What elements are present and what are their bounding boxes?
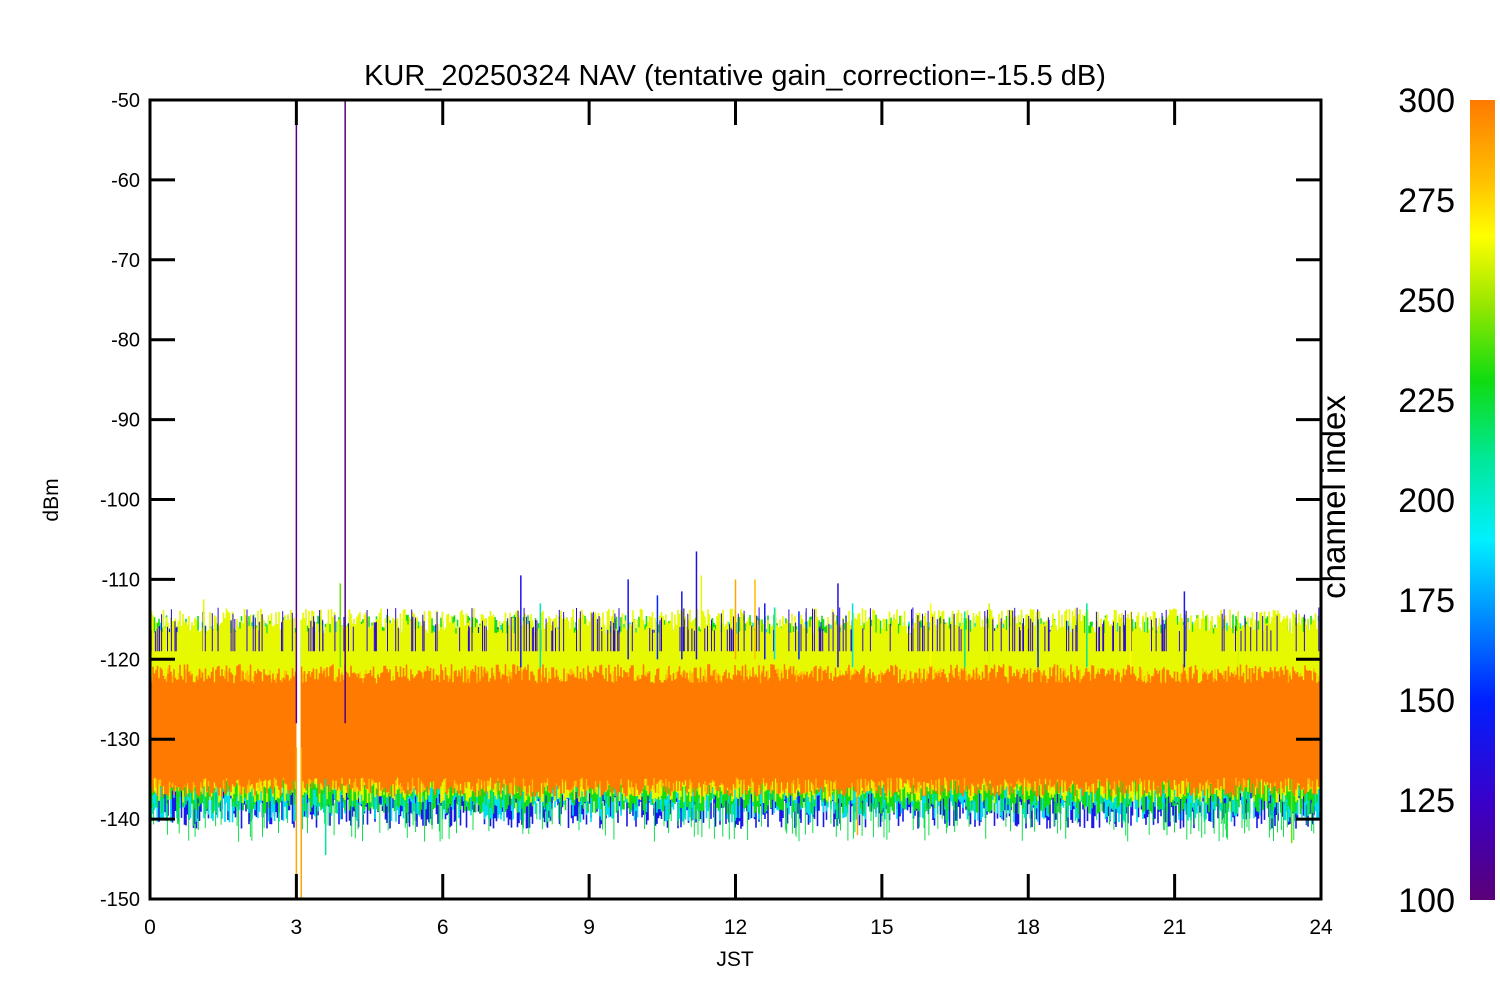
y-tick-label: -120 [100, 649, 140, 671]
noise-texture-lower [150, 803, 1315, 842]
colorbar-tick-label: 250 [1398, 282, 1455, 320]
y-tick-label: -150 [100, 889, 140, 911]
colorbar-tick-label: 150 [1398, 682, 1455, 720]
x-tick-label: 21 [1163, 916, 1186, 939]
colorbar-tick-label: 200 [1398, 482, 1455, 520]
chart-title: KUR_20250324 NAV (tentative gain_correct… [364, 60, 1106, 92]
x-tick-label: 15 [870, 916, 893, 939]
x-tick-label: 18 [1017, 916, 1040, 939]
y-tick-label: -110 [101, 569, 140, 591]
colorbar-tick-label: 275 [1398, 182, 1455, 220]
x-tick-label: 6 [437, 916, 449, 939]
x-tick-label: 24 [1309, 916, 1333, 939]
y-tick-label: -90 [111, 410, 140, 432]
x-tick-label: 0 [144, 916, 156, 939]
axes: -50 -60 -70 -80 -90 -100 -110 -120 -130 -140 -1500… [100, 90, 1333, 939]
y-tick-label: -50 [111, 90, 140, 112]
colorbar-tick-label: 225 [1398, 382, 1455, 420]
y-tick-label: -60 [111, 170, 140, 192]
colorbar-tick-label: 175 [1398, 582, 1455, 620]
colorbar-label: channel index [1315, 395, 1352, 599]
y-axis-label: dBm [40, 478, 63, 521]
y-tick-label: -70 [111, 250, 140, 272]
noise-layer-orange [150, 664, 1321, 797]
y-tick-label: -100 [100, 490, 140, 512]
colorbar-tick-label: 100 [1398, 882, 1455, 920]
plot-area [150, 100, 1321, 899]
y-tick-label: -140 [100, 809, 140, 831]
x-tick-label: 12 [724, 916, 747, 939]
colorbar-ticks: 100 125 150 175 200 225 250 275 300 [1398, 82, 1455, 920]
y-tick-label: -130 [100, 729, 140, 751]
colorbar [1470, 100, 1495, 900]
y-tick-label: -80 [111, 330, 140, 352]
colorbar-tick-label: 300 [1398, 82, 1455, 120]
x-tick-label: 3 [291, 916, 303, 939]
x-tick-label: 9 [583, 916, 595, 939]
x-axis-label: JST [716, 948, 754, 971]
colorbar-tick-label: 125 [1398, 782, 1455, 820]
